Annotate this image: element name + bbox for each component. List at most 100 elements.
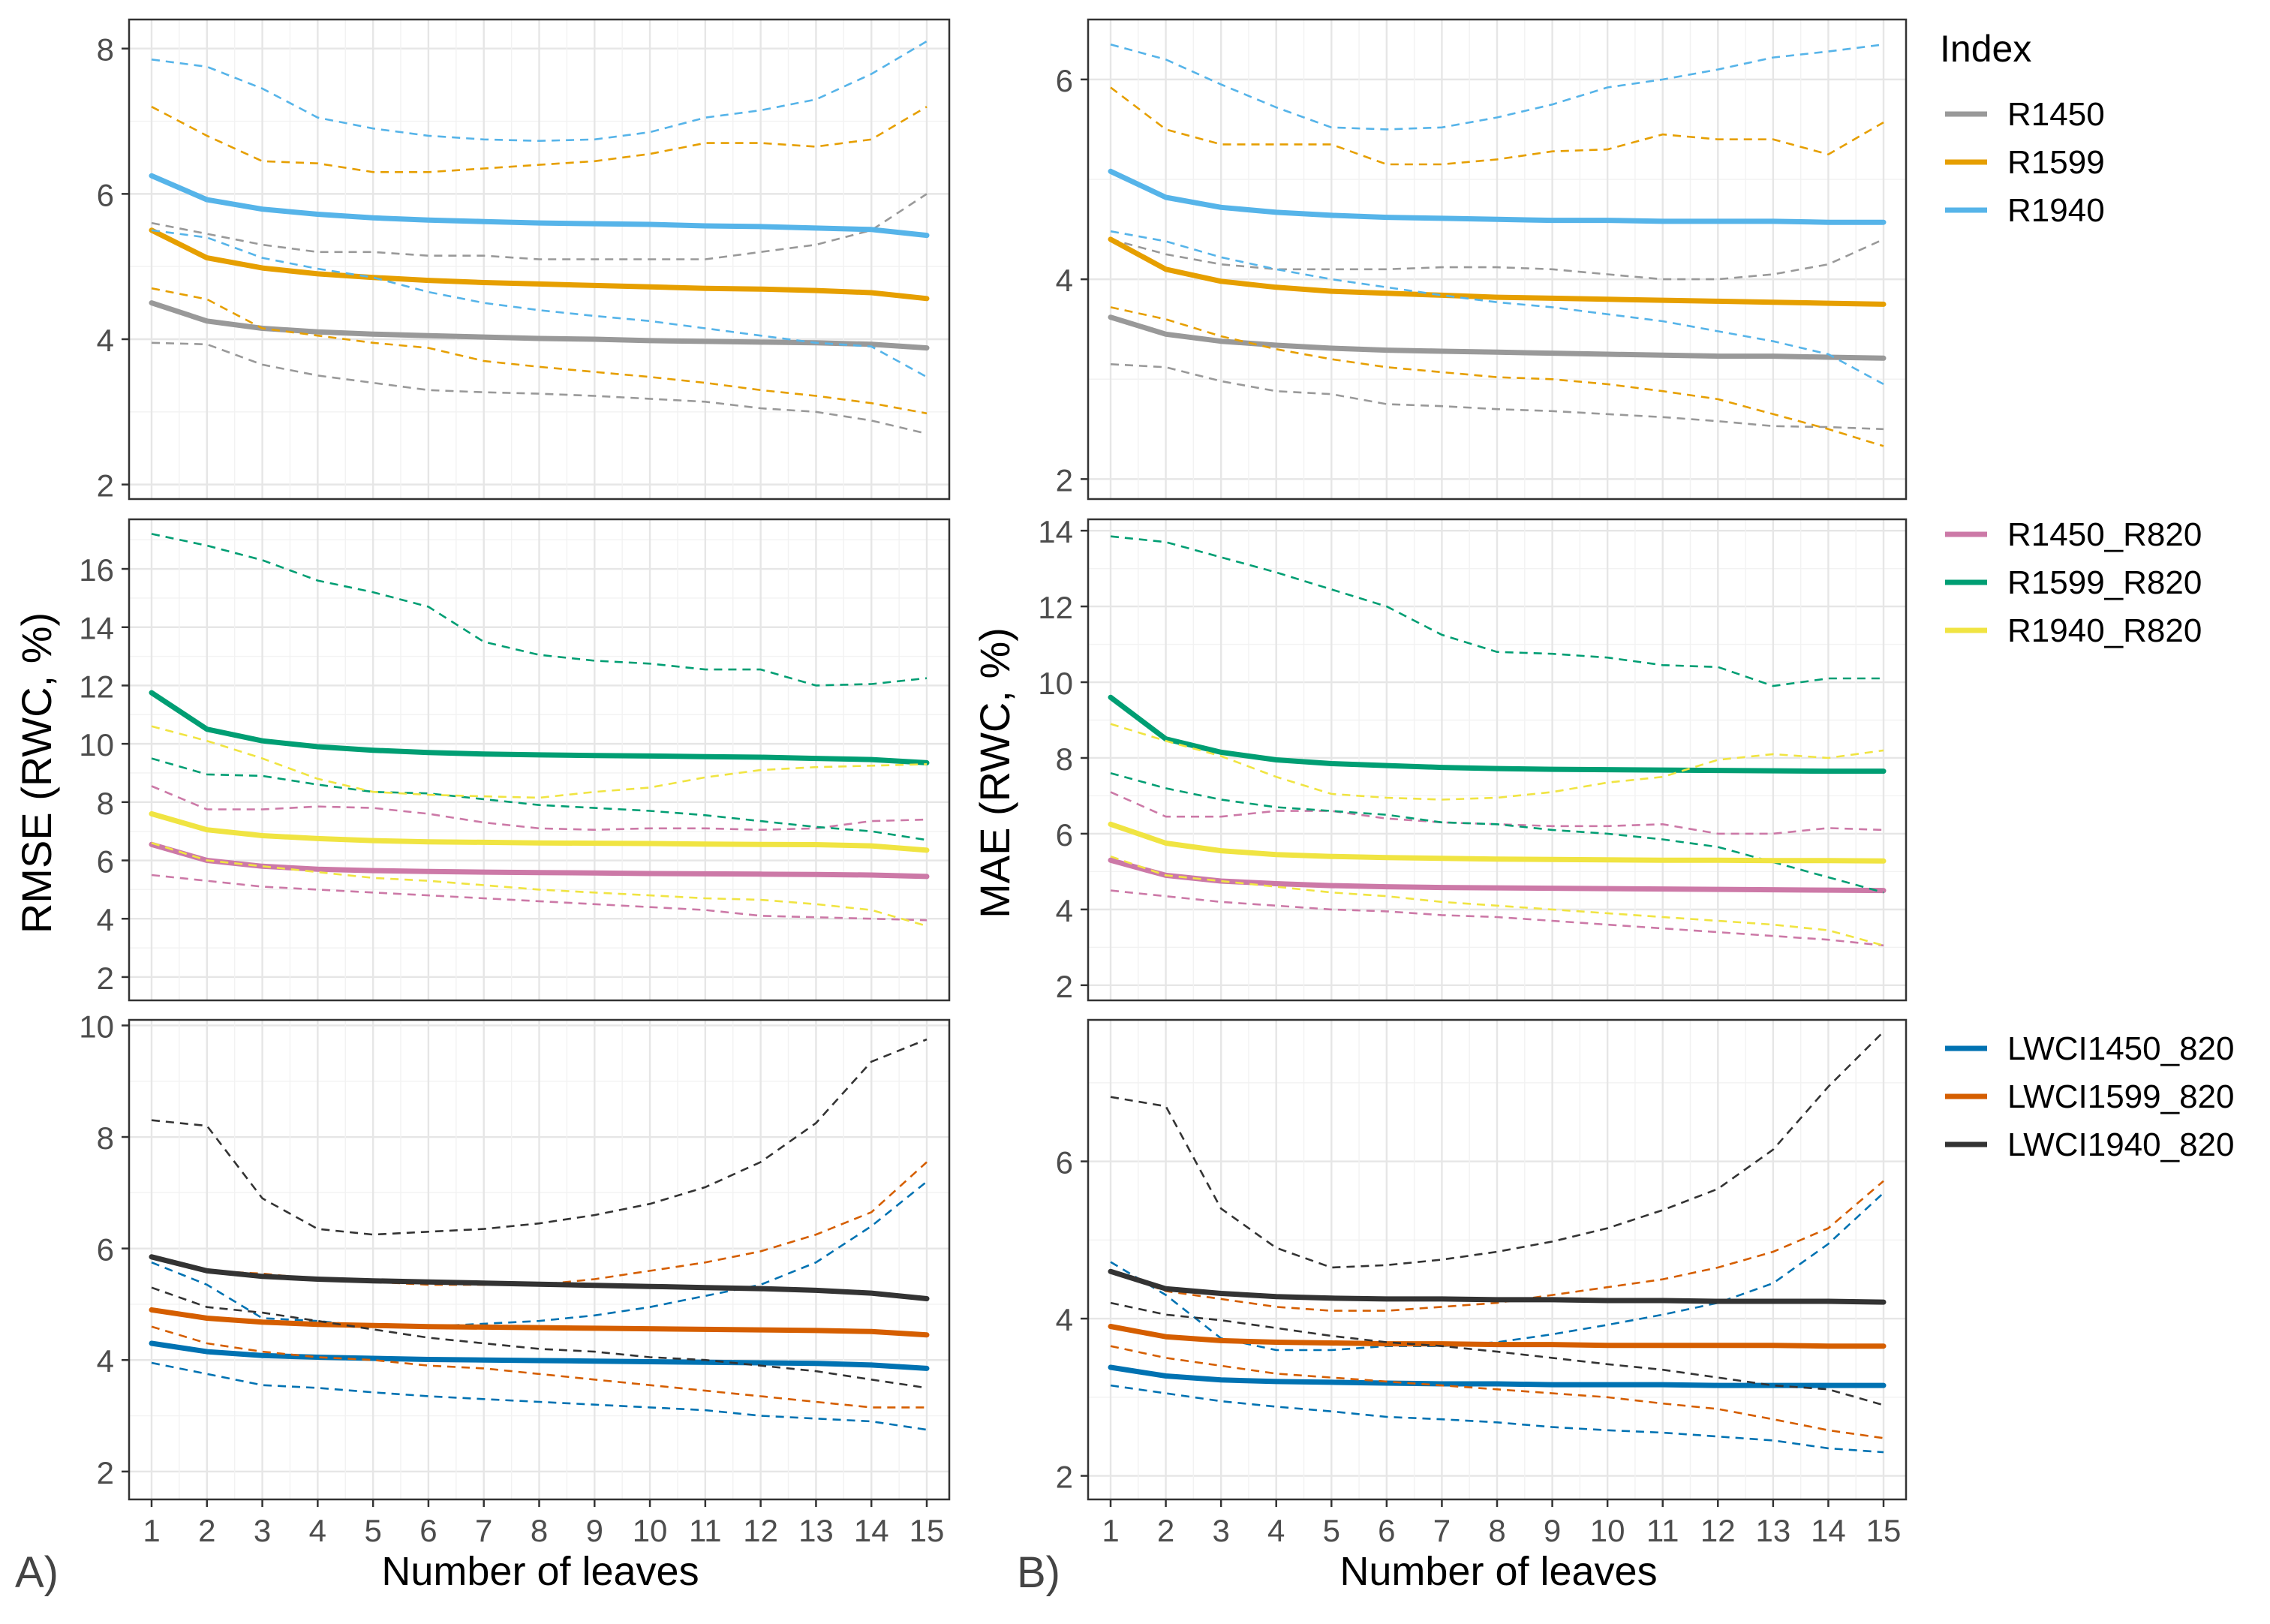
mean-line	[1108, 314, 1887, 361]
legend-label: R1599	[2007, 144, 2105, 181]
x-tick-label: 14	[1811, 1513, 1846, 1548]
upper-bound-line	[1110, 1192, 1884, 1352]
panel-border	[1087, 18, 1908, 501]
series-R1940	[149, 40, 930, 378]
x-tick-label: 13	[798, 1513, 834, 1548]
x-tick-label: 15	[910, 1513, 945, 1548]
upper-bound-line	[1110, 86, 1884, 166]
mean-line	[149, 1307, 930, 1338]
legend-label: R1599_R820	[2007, 564, 2202, 601]
y-tick-label: 2	[97, 961, 114, 996]
series-LWCI1940_820	[149, 1038, 930, 1389]
panel-label-a: A)	[15, 1548, 59, 1597]
legend-item-LWCI1599_820: LWCI1599_820	[1945, 1078, 2235, 1115]
panel-border	[1087, 518, 1908, 1002]
mean-line	[149, 1340, 930, 1371]
legend-label: LWCI1940_820	[2007, 1126, 2235, 1163]
y-tick-label: 2	[97, 1455, 114, 1490]
mean-line	[1108, 821, 1887, 864]
y-tick-label: 6	[1056, 63, 1073, 98]
upper-bound-line	[1110, 44, 1884, 131]
x-tick-label: 11	[1646, 1513, 1679, 1548]
series-LWCI1940_820	[1108, 1030, 1887, 1406]
legend-item-LWCI1450_820: LWCI1450_820	[1945, 1030, 2235, 1067]
series-R1599	[1108, 86, 1887, 447]
x-tick-label: 9	[1544, 1513, 1561, 1548]
y-tick-label: 12	[79, 669, 114, 704]
panel-B1: 2 4 6	[1056, 18, 1908, 501]
legend-item-LWCI1940_820: LWCI1940_820	[1945, 1126, 2235, 1163]
y-tick-label: 4	[1056, 1302, 1073, 1337]
lower-bound-line	[151, 874, 928, 922]
x-axis-label-b: Number of leaves	[1339, 1549, 1657, 1594]
lower-bound-line	[151, 1361, 928, 1431]
lower-bound-line	[1110, 889, 1884, 947]
legend-item-R1940: R1940	[1945, 192, 2105, 229]
lower-bound-line	[1110, 230, 1884, 386]
x-tick-label: 15	[1866, 1513, 1902, 1548]
series-R1940	[1108, 44, 1887, 386]
x-tick-label: 4	[1267, 1513, 1285, 1548]
lower-bound-line	[1110, 855, 1884, 947]
mean-line	[149, 690, 930, 765]
mean-line	[149, 810, 930, 853]
upper-bound-line	[151, 193, 928, 260]
lower-bound-line	[1110, 771, 1884, 894]
x-tick-label: 4	[309, 1513, 326, 1548]
y-tick-label: 10	[79, 727, 114, 762]
series-LWCI1450_820	[1108, 1192, 1887, 1454]
lower-bound-line	[151, 1325, 927, 1409]
legend-item-R1940_R820: R1940_R820	[1945, 612, 2202, 649]
x-tick-label: 13	[1755, 1513, 1790, 1548]
x-tick-label: 8	[1488, 1513, 1505, 1548]
x-axis-label-a: Number of leaves	[381, 1549, 699, 1594]
mean-line	[1108, 236, 1887, 307]
upper-bound-line	[151, 725, 928, 799]
y-tick-label: 14	[79, 611, 114, 646]
panel-border	[128, 518, 951, 1002]
legend-label: R1940	[2007, 192, 2105, 229]
mean-line	[1108, 1268, 1887, 1305]
legend-label: R1450_R820	[2007, 516, 2202, 553]
x-tick-label: 7	[475, 1513, 492, 1548]
y-tick-label: 10	[79, 1009, 114, 1044]
x-tick-label: 8	[531, 1513, 548, 1548]
y-tick-label: 8	[97, 786, 114, 821]
legend-label: R1450	[2007, 96, 2105, 133]
series-R1450	[1108, 238, 1887, 431]
upper-bound-line	[1110, 1180, 1884, 1312]
x-tick-label: 1	[1102, 1513, 1119, 1548]
series-LWCI1599_820	[1108, 1180, 1887, 1439]
x-tick-label: 12	[1700, 1513, 1736, 1548]
x-tick-label: 2	[198, 1513, 215, 1548]
lower-bound-line	[151, 841, 928, 928]
upper-bound-line	[1110, 535, 1884, 687]
lower-bound-line	[151, 287, 928, 415]
series-R1940_R820	[1108, 723, 1887, 947]
series-R1599	[149, 106, 930, 415]
legend-item-R1450: R1450	[1945, 96, 2105, 133]
lower-bound-line	[1110, 1301, 1884, 1406]
y-tick-label: 2	[1056, 1460, 1073, 1495]
upper-bound-line	[151, 40, 928, 143]
x-tick-label: 1	[143, 1513, 160, 1548]
legend-title: Index	[1940, 28, 2031, 70]
panel-label-b: B)	[1017, 1548, 1060, 1597]
lower-bound-line	[151, 229, 928, 378]
y-tick-label: 2	[1056, 969, 1073, 1004]
y-tick-label: 4	[1056, 893, 1073, 928]
legend-item-R1450_R820: R1450_R820	[1945, 516, 2202, 553]
mean-line	[149, 173, 930, 239]
lower-bound-line	[1110, 363, 1884, 431]
series-LWCI1450_820	[149, 1180, 930, 1431]
x-tick-label: 14	[854, 1513, 889, 1548]
series-R1599_R820	[149, 533, 930, 841]
y-tick-label: 4	[97, 1343, 114, 1379]
panel-A2: 2 4 6 8 10 12 14 16	[79, 518, 951, 1002]
x-tick-label: 6	[419, 1513, 437, 1548]
upper-bound-line	[151, 1180, 928, 1328]
lower-bound-line	[1110, 306, 1884, 447]
legend-label: R1940_R820	[2007, 612, 2202, 649]
panel-B2: 2 4 6 8 10 12 14	[1038, 514, 1908, 1004]
